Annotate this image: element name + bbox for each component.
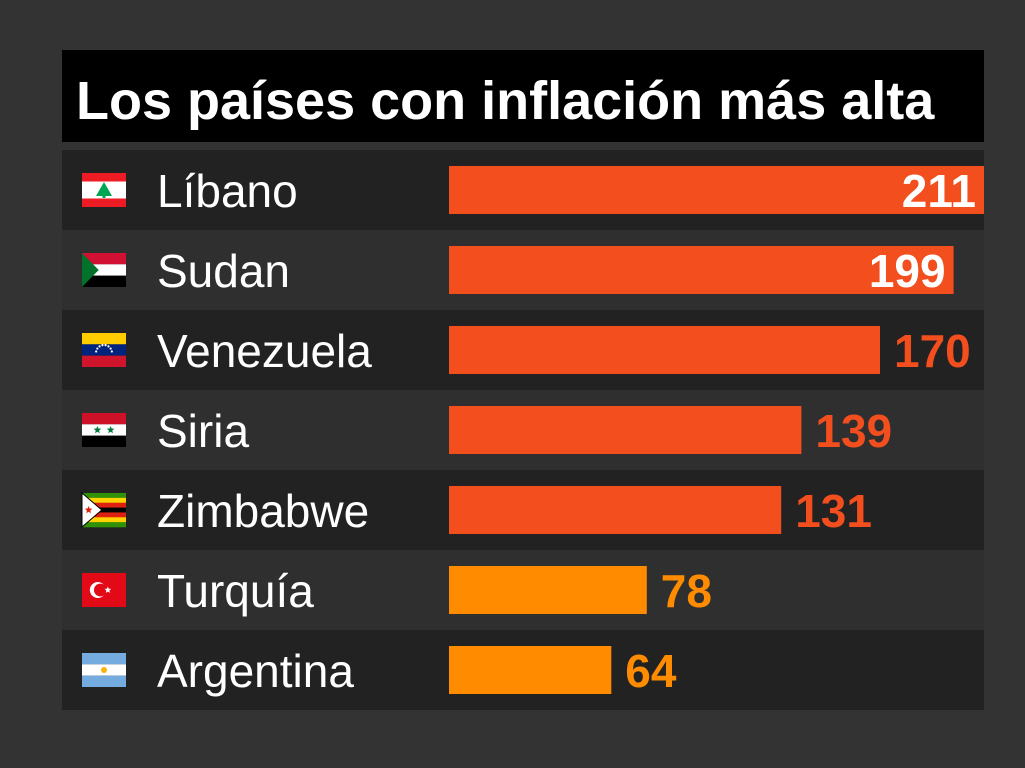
bar-row: Argentina 64: [62, 630, 984, 710]
bar-row: Zimbabwe 131: [62, 470, 984, 550]
bar: [449, 566, 647, 614]
country-label: Líbano: [157, 165, 298, 217]
zimbabwe-flag-icon: [81, 491, 126, 529]
country-label: Argentina: [157, 645, 354, 697]
value-label: 131: [795, 485, 872, 537]
lebanon-flag-icon: [82, 173, 126, 207]
value-label: 139: [815, 405, 892, 457]
value-label: 199: [869, 245, 946, 297]
bar: [449, 406, 802, 454]
country-label: Sudan: [157, 245, 290, 297]
bar-row: Siria 139: [62, 390, 984, 470]
bar: [449, 646, 612, 694]
country-label: Venezuela: [157, 325, 372, 377]
value-label: 78: [661, 565, 712, 617]
bar-rows: Líbano 211 Sudan 199 Venezuela 170 Siria 139 Zim…: [62, 150, 984, 710]
venezuela-flag-icon: [82, 333, 126, 367]
value-label: 211: [902, 165, 976, 217]
argentina-flag-icon: [82, 653, 126, 687]
chart-title: Los países con inflación más alta: [76, 71, 935, 131]
bar: [449, 246, 954, 294]
bar-row: Sudan 199: [62, 230, 984, 310]
value-label: 170: [894, 325, 971, 377]
country-label: Zimbabwe: [157, 485, 369, 537]
title-banner: [62, 50, 984, 142]
country-label: Siria: [157, 405, 249, 457]
bar: [449, 486, 782, 534]
bar-row: Turquía 78: [62, 550, 984, 630]
bar-row: Líbano 211: [62, 150, 984, 230]
country-label: Turquía: [157, 565, 314, 617]
turkey-flag-icon: [82, 573, 126, 607]
value-label: 64: [625, 645, 677, 697]
sudan-flag-icon: [82, 253, 126, 287]
bar: [449, 166, 984, 214]
syria-flag-icon: [82, 413, 126, 447]
bar-row: Venezuela 170: [62, 310, 984, 390]
bar: [449, 326, 880, 374]
